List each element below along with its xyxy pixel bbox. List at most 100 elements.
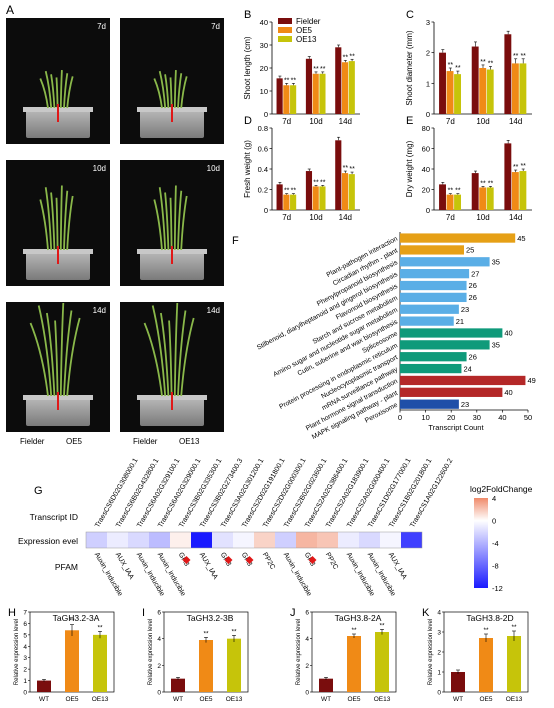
bar [400,292,467,303]
bar [65,630,79,692]
leaf-blade [50,74,56,109]
pfam-label: AUX_IAA [198,552,219,581]
y-tick-label: 5 [23,632,27,639]
x-tick-label: 7d [446,117,455,126]
leaf-blade [180,317,195,397]
x-tick-label: WT [173,696,183,703]
bar [171,678,185,692]
data-label: 35 [492,258,500,267]
gh3-marker-icon [245,556,254,564]
leaf-blade [177,190,183,251]
y-tick-label: 30 [260,41,268,50]
y-tick-label: 1 [426,79,430,88]
y-tick-label: 7 [23,610,27,617]
leaf-blade [39,199,49,251]
y-tick-label: 2 [426,49,430,58]
significance-stars: ** [291,188,297,195]
bar [486,187,494,210]
x-tick-label: OE13 [374,696,391,703]
bar [290,194,297,210]
y-tick-label: 10 [260,87,268,96]
significance-stars: ** [520,163,526,170]
row-label: Transcript ID [30,512,78,522]
bar [400,257,490,267]
x-tick-label: 10d [309,213,322,222]
transcript-id-label: TraesCS1A02G122600.2 [409,458,454,529]
pfam-label: AUX_IAA [387,552,408,581]
leaf-blade [153,199,163,251]
legend-label: OE5 [296,26,313,35]
significance-stars: ** [351,627,357,634]
bar [507,636,521,692]
bar [504,34,512,115]
y-axis-label: Shoot length (cm) [243,36,252,99]
bar [348,174,355,210]
heatmap-cell [233,532,254,548]
pot [140,252,204,280]
leaf-blade [66,76,74,109]
leaf-blade [29,322,49,397]
heatmap-cell [275,532,296,548]
leaf-blade [168,320,173,397]
colorbar-tick-label: 4 [492,494,496,503]
bar [341,173,349,210]
y-tick-label: 6 [305,610,309,617]
bar [319,186,326,210]
x-tick-label: 50 [524,413,532,422]
leaf-blade [153,78,163,109]
significance-stars: ** [513,53,519,60]
bar [454,74,462,114]
bar [375,632,389,692]
heatmap-cell [107,532,128,548]
data-label: 26 [469,281,477,290]
gh3-marker-icon [308,556,317,564]
leaf-blade [177,310,187,397]
significance-stars: ** [448,62,454,69]
leaf-blade [59,185,63,251]
data-label: 49 [527,376,535,385]
photo-label-fielder-2: Fielder [133,437,158,446]
significance-stars: ** [448,188,454,195]
pot [140,398,204,426]
leaf-blade [173,185,177,251]
y-tick-label: 4 [157,636,161,643]
significance-stars: ** [488,60,494,67]
data-label: 24 [463,364,471,373]
x-tick-label: 14d [509,117,522,126]
heatmap-cell [254,532,275,548]
x-tick-label: 20 [447,413,455,422]
chart-title: TaGH3.8-2D [466,613,513,623]
bar [511,172,519,210]
y-tick-label: 2 [305,663,309,670]
y-tick-label: 4 [23,644,27,651]
significance-stars: ** [203,630,209,637]
bar [400,304,459,314]
leaf-blade [158,70,167,109]
significance-stars: ** [483,627,489,634]
y-tick-label: 6 [23,621,27,628]
pot [26,398,90,426]
y-axis-label: Relative expression level [296,619,302,685]
legend-swatch [278,27,292,33]
significance-stars: ** [343,54,349,61]
leaf-blade [44,70,53,109]
bar [400,387,503,397]
photo-label-fielder-1: Fielder [20,437,45,446]
data-label: 27 [471,269,479,278]
bar [400,269,470,279]
bar [347,636,361,692]
bar [312,73,319,114]
bar [276,78,283,114]
legend-label: OE13 [296,35,317,44]
x-tick-label: OE5 [65,696,78,703]
x-tick-label: OE5 [347,696,360,703]
significance-stars: ** [379,622,385,629]
leaf-blade [173,70,177,109]
photo-label-oe13: OE13 [179,437,200,446]
